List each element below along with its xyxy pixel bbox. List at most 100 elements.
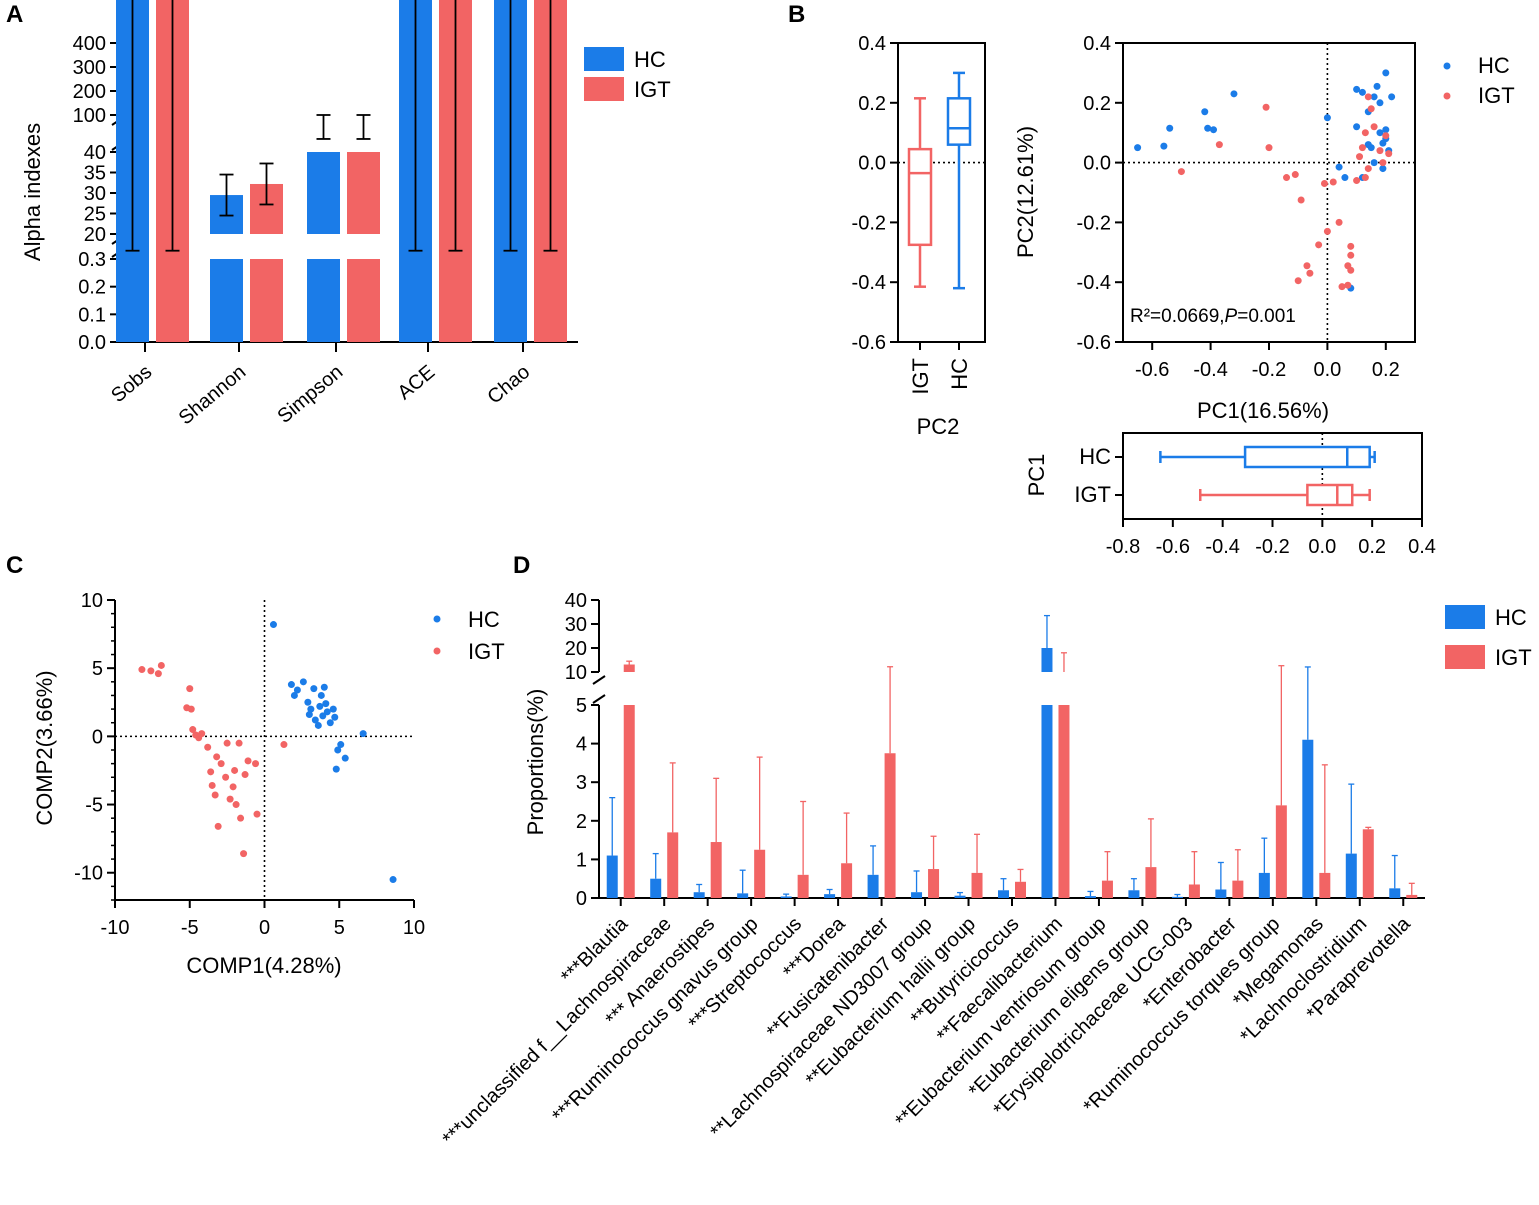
x-label-pc2-hc: HC — [947, 358, 972, 390]
chart-b-box-pc1-boxes — [1159, 445, 1376, 507]
point-c-igt — [222, 773, 230, 781]
chart-c-legend: HC IGT — [433, 607, 505, 664]
tick-label-a: 0.1 — [78, 304, 106, 326]
tick-label-c-y: -10 — [74, 863, 103, 885]
tick-label-c-x: -10 — [101, 917, 130, 939]
tick-label-b-pc1: -0.4 — [1205, 536, 1239, 558]
point-b-hc — [1210, 126, 1218, 134]
box-pc2-hc — [946, 97, 972, 146]
tick-label-d: 5 — [576, 695, 587, 717]
chart-a-legend: HC IGT — [584, 47, 671, 102]
point-b-hc — [1160, 142, 1168, 150]
chart-c-x-title: COMP1(4.28%) — [186, 953, 341, 978]
legend-b-igt-marker — [1443, 92, 1451, 100]
chart-b-box-pc2-x-labels: IGT HC — [908, 342, 972, 395]
box-pc1-hc — [1243, 445, 1371, 469]
tick-label-b-sc-y: 0.0 — [1083, 153, 1111, 175]
tick-label-b-pc2: 0.4 — [858, 33, 886, 55]
tick-label-d: 4 — [576, 734, 587, 756]
tick-label-b-pc2: -0.4 — [852, 272, 886, 294]
point-b-igt — [1303, 262, 1311, 270]
bar-d-igt — [1362, 829, 1374, 898]
point-c-igt — [226, 795, 234, 803]
bar-d-hc — [867, 874, 879, 898]
point-b-igt — [1370, 123, 1378, 131]
point-c-igt — [157, 661, 165, 669]
point-c-hc — [299, 678, 307, 686]
point-b-hc — [1370, 93, 1378, 101]
point-b-igt — [1356, 153, 1364, 161]
legend-c-igt-label: IGT — [468, 639, 505, 664]
bar-d-igt — [1232, 880, 1244, 898]
point-c-hc — [287, 681, 295, 689]
legend-a-hc-swatch — [584, 47, 624, 71]
point-c-igt — [204, 743, 212, 751]
point-c-hc — [359, 730, 367, 738]
point-b-igt — [1177, 168, 1185, 176]
tick-label-d: 30 — [565, 614, 587, 636]
bar-d-igt — [928, 869, 940, 898]
point-c-igt — [253, 810, 261, 818]
tick-label-b-sc-x: 0.0 — [1313, 359, 1341, 381]
point-b-igt — [1215, 141, 1223, 149]
bar-d-hc — [1171, 896, 1183, 898]
bar-d-igt — [1188, 884, 1200, 898]
tick-label-c-x: 0 — [259, 917, 270, 939]
point-c-hc — [269, 621, 277, 629]
point-c-igt — [241, 771, 249, 779]
tick-label-b-pc2: -0.2 — [852, 212, 886, 234]
point-c-igt — [147, 667, 155, 675]
bar-a-igt-low — [347, 259, 380, 342]
tick-label-b-sc-x: -0.4 — [1193, 359, 1227, 381]
chart-b-scatter-axis: -0.6 -0.4 -0.2 0.0 0.2 0.4 -0.6 -0.4 -0.2 0.0 0.2 — [1077, 33, 1416, 381]
chart-a-bars — [116, 0, 567, 342]
x-label-a-sobs: Sobs — [107, 361, 156, 407]
axis-break-d-low — [592, 694, 606, 704]
point-b-hc — [1376, 99, 1384, 107]
tick-label-d: 20 — [565, 638, 587, 660]
point-b-igt — [1385, 150, 1393, 158]
tick-label-b-pc2: -0.6 — [852, 332, 886, 354]
bar-d-igt — [710, 842, 722, 898]
bar-d-hc — [737, 893, 749, 898]
point-b-igt — [1283, 174, 1291, 182]
point-c-igt — [240, 850, 248, 858]
point-c-hc — [307, 705, 315, 713]
chart-b-box-pc2-x-title: PC2 — [917, 414, 960, 439]
point-c-hc — [322, 700, 330, 708]
point-c-igt — [213, 753, 221, 761]
bar-d-igt — [754, 849, 766, 898]
bar-d-hc — [1258, 872, 1270, 898]
chart-b-box-pc1-y-title: PC1 — [1024, 454, 1049, 497]
bar-d-hc-low — [1041, 705, 1053, 898]
tick-label-b-sc-y: -0.2 — [1077, 212, 1111, 234]
point-c-igt — [280, 741, 288, 749]
point-b-hc — [1335, 163, 1343, 171]
chart-a-y-axis-title: Alpha indexes — [20, 123, 45, 261]
point-b-igt — [1364, 165, 1372, 173]
point-c-hc — [305, 711, 313, 719]
bar-a-igt-low — [250, 259, 283, 342]
point-b-igt — [1329, 178, 1337, 186]
tick-label-a: 0.0 — [78, 332, 106, 354]
tick-label-c-y: 10 — [81, 590, 103, 612]
point-c-hc — [341, 754, 349, 762]
point-c-hc — [331, 713, 339, 721]
point-c-hc — [314, 721, 322, 729]
legend-b-hc-marker — [1443, 62, 1451, 70]
point-b-hc — [1388, 93, 1396, 101]
chart-c-points — [138, 621, 397, 884]
tick-label-c-y: 5 — [92, 658, 103, 680]
tick-label-a: 30 — [84, 183, 106, 205]
bar-d-hc — [1084, 896, 1096, 898]
point-c-hc — [290, 691, 298, 699]
box-pc2-frame — [897, 42, 986, 343]
chart-d-x-labels: ***Blautia***unclassified f__Lachnospira… — [438, 898, 1415, 1150]
box-pc2-igt — [907, 147, 933, 247]
point-b-hc — [1341, 174, 1349, 182]
tick-label-a: 0.3 — [78, 249, 106, 271]
legend-d-igt-label: IGT — [1495, 645, 1532, 670]
annotation-p-label: P — [1225, 306, 1238, 327]
